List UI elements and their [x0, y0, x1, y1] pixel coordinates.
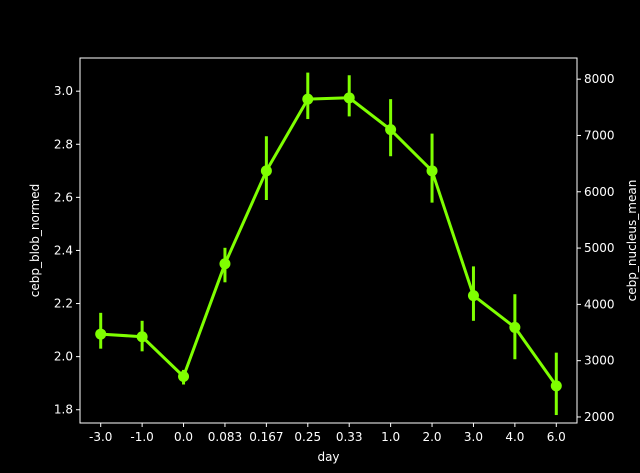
y-tick-label-left: 2.0 — [54, 350, 73, 364]
data-point — [136, 331, 148, 343]
y-tick-label-left: 2.2 — [54, 297, 73, 311]
plot-frame — [79, 57, 578, 424]
data-point — [219, 258, 231, 270]
y-tick-label-right: 7000 — [584, 128, 615, 142]
data-point — [509, 321, 521, 333]
y-tick-label-right: 2000 — [584, 410, 615, 424]
data-point — [343, 92, 355, 104]
x-tick-label: 3.0 — [464, 430, 483, 444]
y-tick-label-right: 8000 — [584, 72, 615, 86]
y-axis-label-right: cebp_nucleus_mean — [625, 180, 639, 302]
data-point — [260, 165, 272, 177]
y-tick-label-left: 2.6 — [54, 190, 73, 204]
y-tick-label-right: 5000 — [584, 241, 615, 255]
x-tick-label: 0.25 — [294, 430, 321, 444]
data-point — [178, 371, 190, 383]
x-axis-label: day — [317, 450, 339, 464]
series-line — [100, 96, 558, 387]
data-point — [302, 93, 314, 105]
y-tick-label-left: 1.8 — [54, 403, 73, 417]
x-tick-label: 0.33 — [336, 430, 363, 444]
data-point — [385, 124, 397, 136]
y-tick-label-left: 2.4 — [54, 243, 73, 257]
y-tick-label-right: 4000 — [584, 297, 615, 311]
data-point — [426, 165, 438, 177]
x-tick-label: 0.0 — [174, 430, 193, 444]
x-tick-label: -1.0 — [130, 430, 153, 444]
x-tick-label: 0.083 — [208, 430, 242, 444]
x-tick-label: 0.167 — [249, 430, 283, 444]
y-axis-label-left: cebp_blob_normed — [28, 184, 42, 297]
x-tick-label: 1.0 — [381, 430, 400, 444]
data-point — [467, 290, 479, 302]
x-tick-label: 6.0 — [547, 430, 566, 444]
data-point — [550, 380, 562, 392]
x-tick-label: 2.0 — [422, 430, 441, 444]
x-tick-label: 4.0 — [505, 430, 524, 444]
data-point — [95, 328, 107, 340]
y-tick-label-right: 6000 — [584, 185, 615, 199]
y-tick-label-left: 3.0 — [54, 84, 73, 98]
x-tick-label: -3.0 — [89, 430, 112, 444]
y-tick-label-right: 3000 — [584, 354, 615, 368]
plot-area: -3.0 -1.0 0.0 0.083 0.167 0.25 0.33 1.0 2.0 3.0 4.… — [54, 57, 615, 444]
y-tick-label-left: 2.8 — [54, 137, 73, 151]
